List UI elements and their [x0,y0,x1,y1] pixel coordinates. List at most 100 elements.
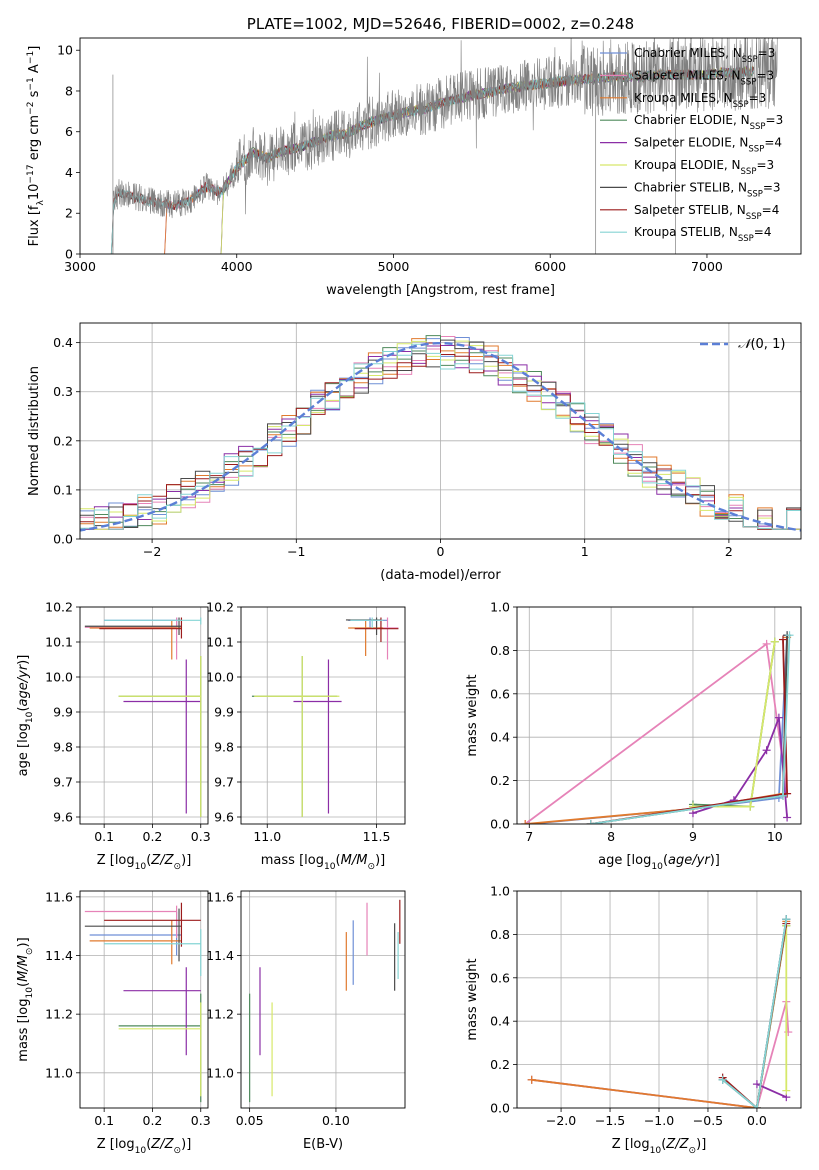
weight-line-kroupa-stelib [590,635,791,824]
x-tick-label: −0.5 [693,1113,723,1128]
y-tick-label: 9.9 [53,705,73,720]
plot-area-mass_vs_Z [84,902,202,1103]
y-tick-label: 11.0 [45,1065,73,1080]
x-tick-label: 0.0 [747,1113,767,1128]
errorbar-salpeter-miles [84,617,178,660]
y-tick-label: 9.7 [214,775,234,790]
axes-frame [79,890,209,1109]
errorbar-salpeter-elodie [123,659,201,814]
x-tick-label: 0.2 [143,829,163,844]
histogram-kroupa-elodie [80,340,801,530]
weight-line-kroupa-miles [525,637,788,824]
x-tick-label: −2.0 [546,1113,576,1128]
plot-area-mass_weight_vs_Z [527,915,793,1108]
x-tick-label: 9 [689,829,697,844]
errorbar-kroupa-stelib [104,929,202,977]
axes-frame [79,322,802,540]
plot-area-mass_vs_ebv [249,899,401,1103]
errorbar-kroupa-stelib [104,617,202,625]
weight-marker [774,713,783,722]
axes-frame [516,606,802,825]
errorbar-kroupa-elodie [118,1002,202,1097]
weight-marker [752,1080,761,1089]
y-tick-label: 0.2 [490,1057,510,1072]
x-tick-label: 7 [525,829,533,844]
legend-label-kroupa-elodie: Kroupa ELODIE, NSSP=3 [634,158,774,177]
x-tick-label: 2 [725,544,733,559]
y-axis-label: mass [log10(M/M⊙)] [16,937,35,1061]
x-tick-label: −1.5 [595,1113,625,1128]
plot-area-residuals [80,335,801,532]
legend-label-salpeter-stelib: Salpeter STELIB, NSSP=4 [634,203,779,222]
y-tick-label: 0.8 [490,927,510,942]
y-tick-label: 0.1 [53,482,73,497]
weight-marker [521,820,530,824]
errorbar-chabrier-miles [348,617,388,628]
x-tick-label: 0.3 [191,1113,211,1128]
y-tick-label: 0.0 [490,817,510,832]
axes-frame [240,890,406,1109]
errorbar-chabrier-stelib [84,908,182,962]
x-tick-label: 0 [437,544,445,559]
errorbar-salpeter-miles [84,905,178,938]
panel-age_vs_Z: 0.1 0.2 0.3 9.6 9.7 9.8 9.9 10.0 10.1 10.2 Z [log1… [16,600,211,873]
y-tick-label: 0.6 [490,686,510,701]
chart-title: PLATE=1002, MJD=52646, FIBERID=0002, z=0… [247,15,634,33]
weight-line-salpeter-elodie [756,1083,787,1099]
y-tick-label: 8 [65,83,73,98]
x-tick-label: 4000 [221,259,253,274]
weight-marker [782,915,791,924]
x-axis-label: wavelength [Angstrom, rest frame] [326,283,555,298]
y-tick-label: 11.6 [45,889,73,904]
weight-marker [783,789,792,798]
y-tick-label: 0.3 [53,384,73,399]
x-axis-label: age [log10(age/yr)] [598,853,720,872]
errorbar-kroupa-miles [89,621,182,660]
panel-mass_weight_vs_age: 7 8 9 10 0.0 0.2 0.4 0.6 0.8 1.0 age [log10(age/yr… [465,600,802,872]
legend-label-chabrier-miles: Chabrier MILES, NSSP=3 [634,46,775,65]
weight-line-chabrier-stelib [590,635,788,824]
legend-label-chabrier-elodie: Chabrier ELODIE, NSSP=3 [634,113,783,132]
y-tick-label: 10.0 [206,670,234,685]
y-tick-label: 11.2 [45,1007,73,1022]
y-tick-label: 9.6 [53,810,73,825]
panel-mass_vs_Z: 0.1 0.2 0.3 11.0 11.2 11.4 11.6 Z [log10(Z/Z⊙)]… [16,889,211,1156]
y-tick-label: 0.4 [490,730,510,745]
legend: 𝒩(0, 1) [700,337,785,352]
x-tick-label: 8 [607,829,615,844]
errorbar-kroupa-elodie [118,656,202,817]
panel-mass_weight_vs_Z: −2.0 −1.5 −1.0 −0.5 0.0 0.0 0.2 0.4 0.6 0.8 1.0 Z [… [465,884,802,1156]
x-tick-label: 5000 [378,259,410,274]
y-tick-label: 9.7 [53,775,73,790]
panel-spectrum: 3000 4000 5000 6000 7000 0 2 4 6 8 10 PLATE=1002, M… [26,15,802,298]
axes-frame [79,606,209,825]
x-tick-label: 0.1 [94,829,114,844]
x-tick-label: 0.1 [94,1113,114,1128]
x-tick-label: 1 [581,544,589,559]
errorbar-kroupa-miles [348,621,384,656]
y-tick-label: 9.8 [53,740,73,755]
x-tick-label: −1 [287,544,305,559]
plot-area-age_vs_Z [84,617,202,817]
weight-marker [770,637,779,646]
y-axis-label: mass weight [465,958,480,1040]
y-tick-label: 9.6 [214,810,234,825]
errorbar-chabrier-elodie [251,656,338,817]
y-tick-label: 0.6 [490,970,510,985]
errorbar-chabrier-elodie [118,993,202,1103]
y-tick-label: 0.8 [490,643,510,658]
histogram-kroupa-miles [80,338,801,530]
legend: Chabrier MILES, NSSP=3 Salpeter MILES, NS… [600,46,783,244]
y-tick-label: 10.1 [206,635,234,650]
weight-marker [527,1075,536,1084]
plot-area-mass_weight_vs_age [521,631,794,824]
errorbar-salpeter-stelib [104,902,201,947]
y-tick-label: 10 [57,43,73,58]
weight-line-kroupa-stelib [722,919,788,1108]
weight-line-salpeter-miles [524,642,788,824]
legend-label-normal: 𝒩(0, 1) [738,337,785,352]
x-tick-label: 7000 [691,259,723,274]
x-tick-label: −1.0 [644,1113,674,1128]
y-tick-label: 9.9 [214,705,234,720]
x-tick-label: 6000 [534,259,566,274]
